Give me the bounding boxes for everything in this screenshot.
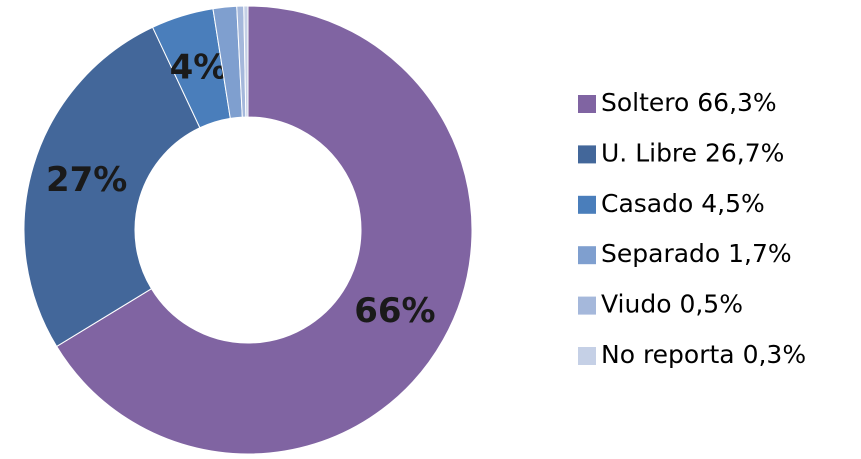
slice-label: 4% <box>170 47 228 87</box>
legend-swatch <box>578 296 596 315</box>
legend-swatch <box>578 347 596 365</box>
donut-slice <box>243 5 249 118</box>
donut-slice <box>55 5 473 455</box>
donut-slice <box>23 26 201 348</box>
slice-label: 27% <box>46 160 127 200</box>
legend-label: Casado 4,5% <box>601 189 765 218</box>
legend-label: Viudo 0,5% <box>601 290 743 319</box>
legend-label: U. Libre 26,7% <box>601 138 784 167</box>
legend-swatch <box>578 195 596 214</box>
legend-swatch <box>578 145 596 164</box>
legend-swatch <box>578 246 596 265</box>
slice-label: 66% <box>354 291 435 331</box>
legend-swatch <box>578 95 596 113</box>
legend-label: Soltero 66,3% <box>601 88 777 117</box>
legend-label: No reporta 0,3% <box>601 340 806 369</box>
legend-label: Separado 1,7% <box>601 239 792 268</box>
